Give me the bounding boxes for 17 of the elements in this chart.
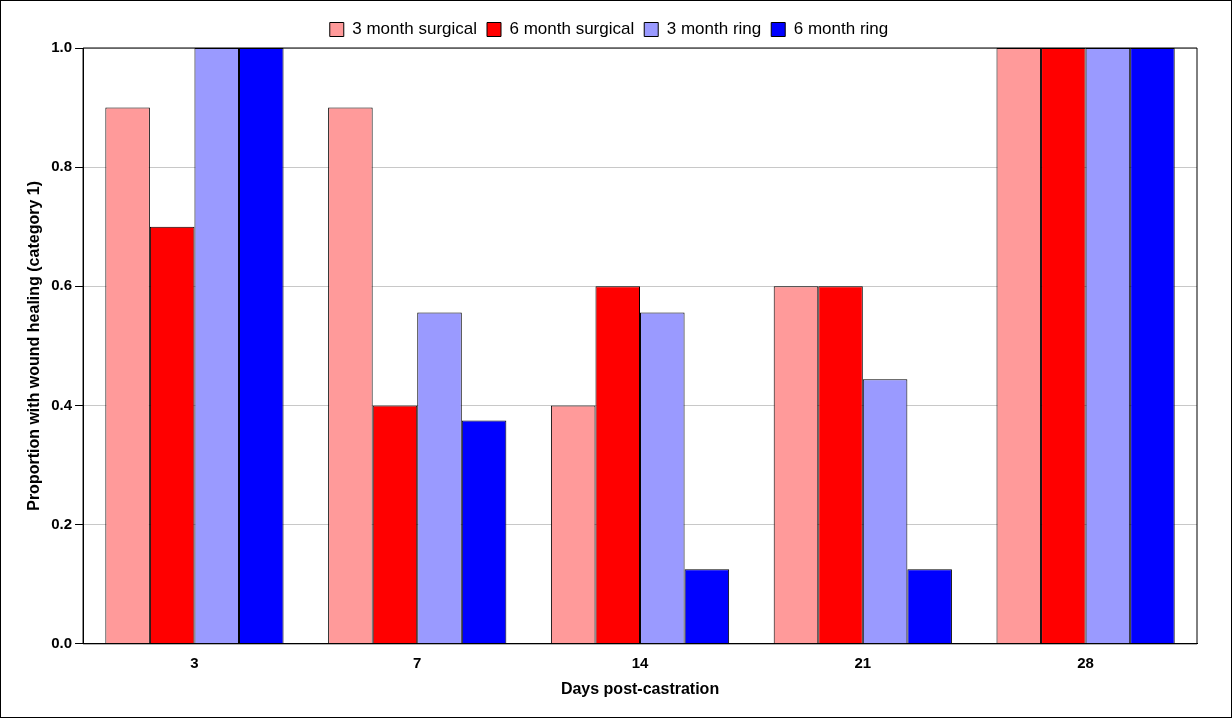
x-tick-label: 21: [854, 653, 872, 671]
legend-label: 3 month ring: [666, 19, 762, 39]
y-tick-label: 0.6: [51, 276, 73, 294]
y-tick-label: 0.0: [51, 633, 73, 651]
y-tick-label: 1.0: [51, 38, 73, 56]
legend-label: 6 month surgical: [509, 19, 635, 39]
x-axis-title: Days post-castration: [560, 679, 720, 697]
x-tick-label: 3: [190, 653, 199, 671]
x-tick-label: 7: [413, 653, 422, 671]
y-tick-label: 0.4: [51, 395, 73, 413]
y-tick-label: 0.2: [51, 514, 73, 532]
x-tick-label: 14: [631, 653, 650, 671]
y-axis-title: Proportion with wound healing (category 1): [25, 181, 43, 511]
legend-label: 6 month ring: [793, 19, 889, 39]
x-tick-label: 28: [1077, 653, 1094, 671]
legend-label: 3 month surgical: [352, 19, 478, 39]
y-tick-label: 0.8: [51, 157, 73, 175]
